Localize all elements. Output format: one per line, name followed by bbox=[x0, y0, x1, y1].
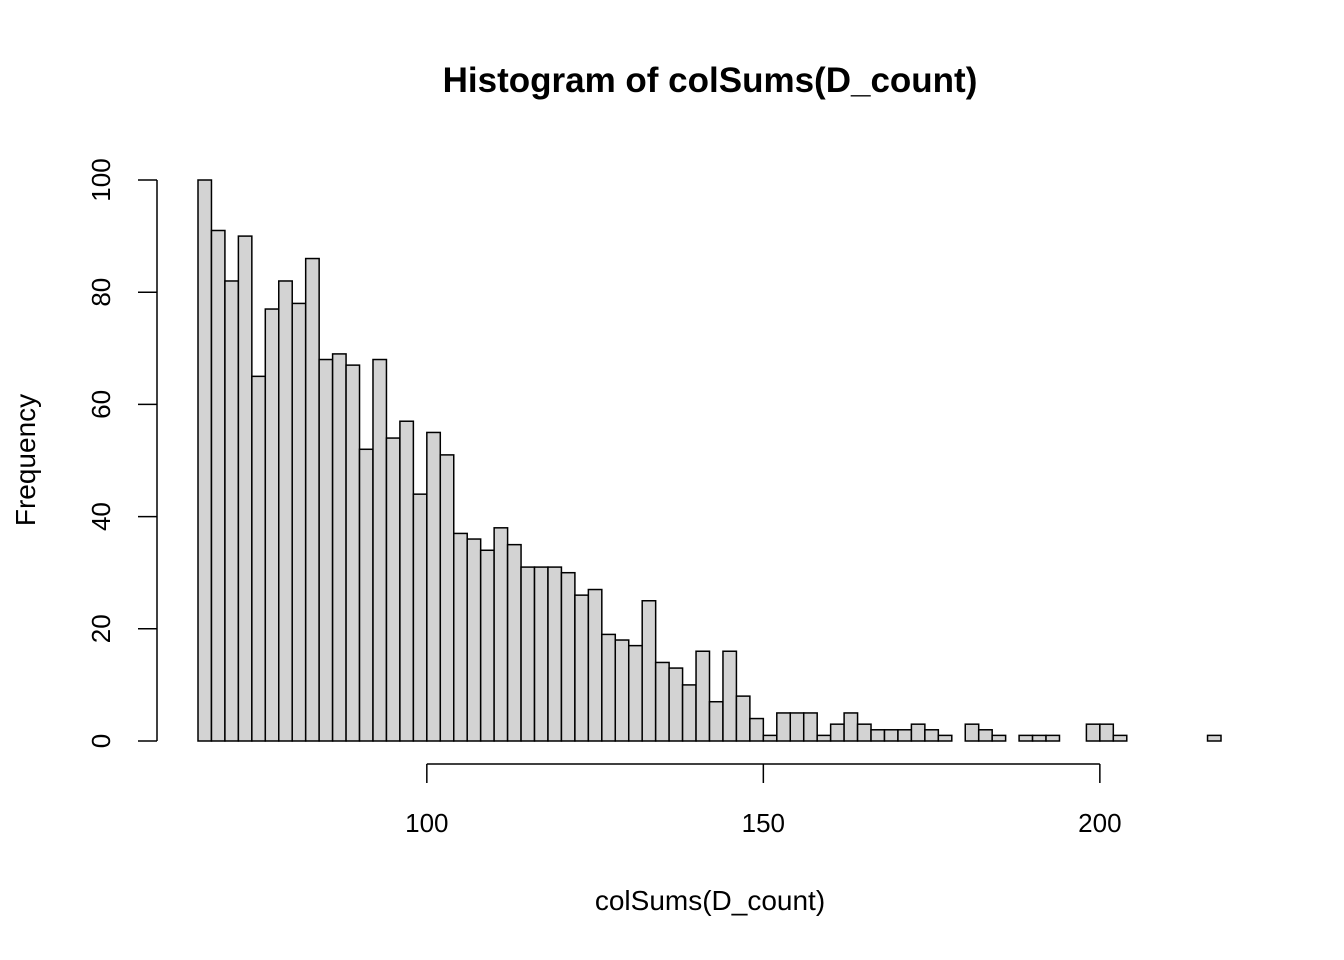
bar bbox=[1112, 734, 1128, 742]
y-tick-label: 60 bbox=[86, 390, 116, 419]
bar bbox=[291, 302, 307, 742]
bar bbox=[237, 235, 253, 742]
bar bbox=[1045, 734, 1061, 742]
bar bbox=[318, 358, 334, 742]
bar bbox=[197, 179, 213, 742]
bar bbox=[681, 684, 697, 742]
bar bbox=[264, 308, 280, 742]
bar bbox=[802, 712, 818, 742]
bar bbox=[426, 431, 442, 742]
bar bbox=[870, 729, 886, 742]
bar bbox=[627, 644, 643, 742]
bar bbox=[412, 493, 428, 742]
bar bbox=[1018, 734, 1034, 742]
bar bbox=[654, 661, 670, 742]
y-tick-label: 0 bbox=[86, 734, 116, 748]
bar bbox=[977, 729, 993, 742]
y-tick-label: 80 bbox=[86, 278, 116, 307]
bar bbox=[439, 454, 455, 742]
bar bbox=[1085, 723, 1101, 742]
bar bbox=[399, 420, 415, 742]
bar bbox=[937, 734, 953, 742]
bar bbox=[506, 543, 522, 742]
bar bbox=[251, 375, 267, 742]
bar bbox=[210, 229, 226, 742]
bar bbox=[547, 566, 563, 742]
bar bbox=[924, 729, 940, 742]
bar bbox=[560, 571, 576, 742]
y-tick-label: 20 bbox=[86, 614, 116, 643]
bar bbox=[749, 717, 765, 742]
bar bbox=[601, 633, 617, 742]
bar bbox=[587, 588, 603, 742]
bar bbox=[385, 437, 401, 742]
bar bbox=[520, 566, 536, 742]
bar bbox=[224, 280, 240, 742]
bar bbox=[695, 650, 711, 742]
y-tick-label: 100 bbox=[86, 158, 116, 201]
bar bbox=[762, 734, 778, 742]
bar bbox=[641, 600, 657, 742]
bar bbox=[735, 695, 751, 742]
bar bbox=[574, 594, 590, 742]
bar bbox=[278, 280, 293, 742]
bar bbox=[331, 353, 347, 742]
bar bbox=[1206, 734, 1222, 742]
bar bbox=[304, 257, 320, 742]
bar bbox=[789, 712, 805, 742]
x-tick-label: 150 bbox=[742, 808, 785, 838]
bar bbox=[776, 712, 792, 742]
x-tick-label: 100 bbox=[405, 808, 448, 838]
bar bbox=[991, 734, 1007, 742]
bar bbox=[897, 729, 913, 742]
y-axis-label: Frequency bbox=[10, 394, 41, 526]
bar bbox=[345, 364, 361, 742]
bar bbox=[816, 734, 832, 742]
bar bbox=[479, 549, 495, 742]
bar bbox=[372, 358, 388, 742]
x-tick-label: 200 bbox=[1078, 808, 1121, 838]
bar bbox=[1031, 734, 1047, 742]
x-axis-label: colSums(D_count) bbox=[595, 885, 825, 916]
bar bbox=[856, 723, 872, 742]
chart-title: Histogram of colSums(D_count) bbox=[443, 61, 978, 100]
bar bbox=[614, 639, 630, 742]
bar bbox=[964, 723, 980, 742]
bar bbox=[708, 700, 724, 742]
bar bbox=[453, 532, 468, 742]
bar bbox=[358, 448, 374, 742]
bar bbox=[668, 667, 684, 742]
bar bbox=[1099, 723, 1115, 742]
bar bbox=[493, 527, 509, 742]
bar bbox=[722, 650, 738, 742]
bar bbox=[829, 723, 845, 742]
bar bbox=[843, 712, 859, 742]
bar bbox=[910, 723, 926, 742]
bar bbox=[533, 566, 549, 742]
y-tick-label: 40 bbox=[86, 502, 116, 531]
bar bbox=[883, 729, 899, 742]
bar bbox=[466, 538, 482, 742]
